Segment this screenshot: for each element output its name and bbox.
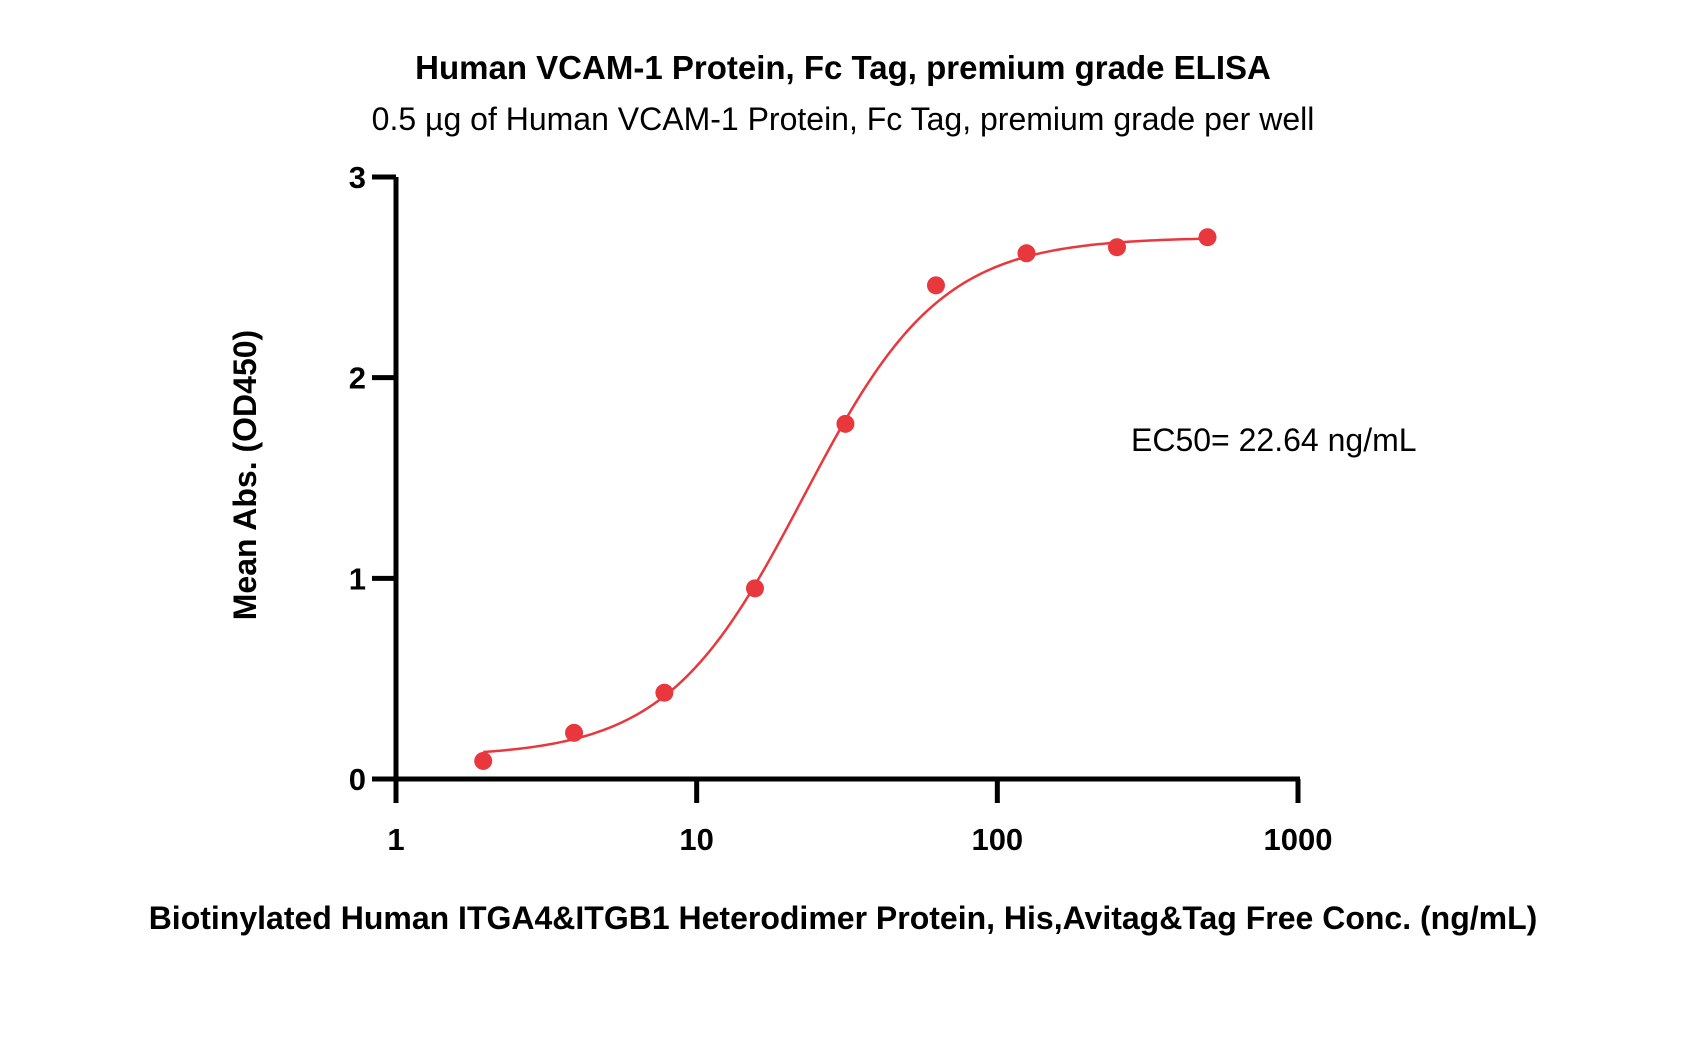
data-point xyxy=(655,683,674,702)
x-tick-label: 100 xyxy=(971,822,1023,857)
x-tick-label: 1000 xyxy=(1264,822,1333,857)
y-tick-label: 2 xyxy=(349,361,366,396)
x-axis-label: Biotinylated Human ITGA4&ITGB1 Heterodim… xyxy=(149,900,1538,936)
x-tick-label: 1 xyxy=(387,822,404,857)
x-tick-label: 10 xyxy=(679,822,713,857)
chart-title: Human VCAM-1 Protein, Fc Tag, premium gr… xyxy=(415,49,1271,86)
y-tick-label: 0 xyxy=(349,762,366,797)
data-point xyxy=(745,579,764,598)
fit-curve xyxy=(483,237,1208,754)
data-point xyxy=(926,276,945,295)
chart-subtitle: 0.5 µg of Human VCAM-1 Protein, Fc Tag, … xyxy=(372,101,1315,137)
data-point xyxy=(1107,238,1126,257)
y-tick-label: 3 xyxy=(349,160,366,195)
data-point xyxy=(836,414,855,433)
y-tick-label: 1 xyxy=(349,561,366,596)
data-point xyxy=(565,723,584,742)
y-axis-label: Mean Abs. (OD450) xyxy=(227,330,263,620)
data-point xyxy=(1198,228,1217,247)
ec50-annotation: EC50= 22.64 ng/mL xyxy=(1131,422,1417,458)
data-point xyxy=(1017,244,1036,263)
data-point xyxy=(474,751,493,770)
